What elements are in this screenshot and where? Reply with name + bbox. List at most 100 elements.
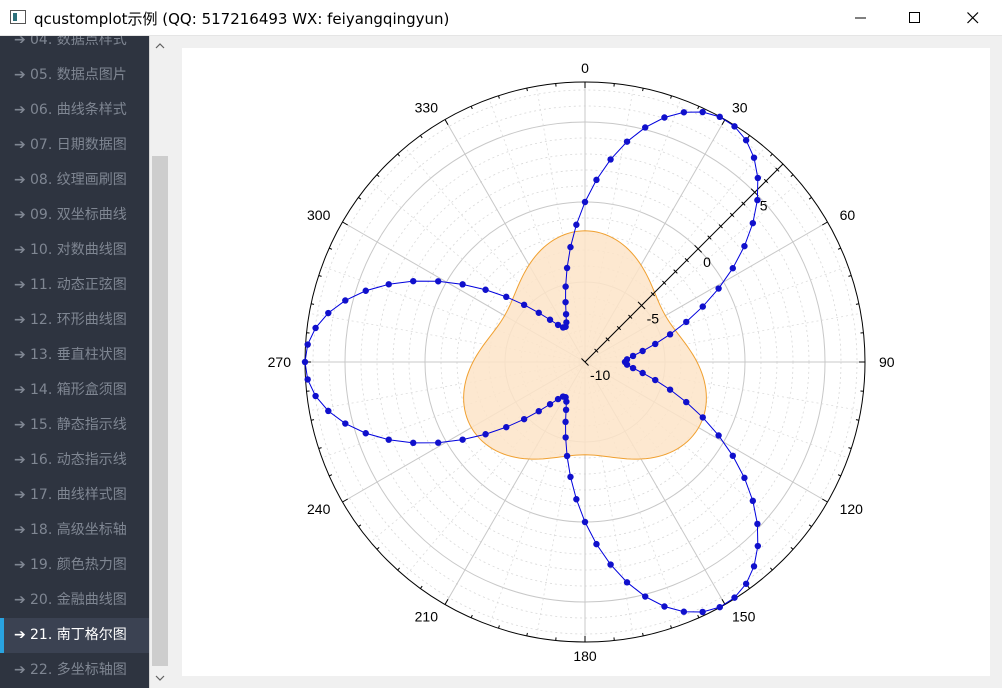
sidebar-item[interactable]: ➔ 19. 颜色热力图: [0, 548, 149, 583]
data-point: [312, 392, 319, 400]
angular-tick-label: 0: [581, 60, 589, 76]
data-point: [562, 418, 569, 426]
radial-tick: [616, 325, 622, 331]
data-point: [554, 395, 562, 403]
data-point: [699, 414, 706, 421]
plot-area[interactable]: 0 30 60 90 120 150 180 210 240 270 300 330 -10 -5 0 5: [182, 48, 990, 676]
sidebar-item[interactable]: ➔ 05. 数据点图片: [0, 58, 149, 93]
angular-tick: [420, 585, 423, 589]
angular-tick: [848, 447, 852, 450]
sidebar-item[interactable]: ➔ 20. 金融曲线图: [0, 583, 149, 618]
sidebar-list: ➔ 04. 数据点样式 ➔ 05. 数据点图片 ➔ 06. 曲线条样式 ➔ 07. 日期数据图…: [0, 36, 149, 688]
sidebar-item-label: 12. 环形曲线图: [30, 312, 127, 328]
data-point: [741, 242, 748, 250]
data-point: [680, 109, 688, 116]
angular-tick: [397, 153, 401, 157]
scroll-up-button[interactable]: [150, 36, 170, 56]
angular-tick: [526, 632, 528, 636]
radial-tick-label: 0: [703, 254, 711, 270]
angular-tick: [837, 247, 841, 250]
data-point: [716, 113, 723, 121]
data-point: [666, 331, 674, 338]
angular-tick: [769, 153, 773, 157]
angular-tick: [855, 419, 859, 421]
sidebar-item[interactable]: ➔ 09. 双坐标曲线: [0, 198, 149, 233]
sidebar-item[interactable]: ➔ 06. 曲线条样式: [0, 93, 149, 128]
sidebar-item-label: 21. 南丁格尔图: [30, 627, 127, 643]
title-bar: qcustomplot示例 (QQ: 517216493 WX: feiyang…: [0, 0, 1002, 36]
sidebar-item[interactable]: ➔ 11. 动态正弦图: [0, 268, 149, 303]
sidebar-item-label: 08. 纹理画刷图: [30, 172, 127, 188]
radial-tick: [707, 235, 712, 240]
sidebar-item-label: 17. 曲线样式图: [30, 487, 127, 503]
sidebar-item[interactable]: ➔ 14. 箱形盒须图: [0, 373, 149, 408]
angular-tick: [311, 419, 315, 421]
data-point: [546, 316, 554, 323]
sidebar-item[interactable]: ➔ 18. 高级坐标轴: [0, 513, 149, 548]
sidebar-item-label: 05. 数据点图片: [30, 67, 127, 83]
sidebar-item-label: 18. 高级坐标轴: [30, 522, 127, 538]
data-point: [482, 431, 489, 438]
sidebar-scrollbar[interactable]: [149, 36, 170, 688]
data-point: [581, 198, 589, 206]
data-point: [683, 398, 690, 406]
radial-tick: [684, 258, 689, 263]
sidebar-item[interactable]: ➔ 10. 对数曲线图: [0, 233, 149, 268]
sidebar-item[interactable]: ➔ 13. 垂直柱状图: [0, 338, 149, 373]
close-button[interactable]: [950, 0, 996, 35]
maximize-button[interactable]: [892, 0, 938, 35]
sidebar-item[interactable]: ➔ 21. 南丁格尔图: [0, 618, 149, 653]
sidebar-item[interactable]: ➔ 12. 环形曲线图: [0, 303, 149, 338]
data-point: [573, 496, 580, 503]
data-point: [301, 358, 309, 366]
radial-tick-label: 5: [760, 197, 768, 213]
arrow-right-icon: ➔: [14, 36, 26, 48]
data-point: [652, 340, 659, 348]
sidebar-item[interactable]: ➔ 22. 多坐标轴图: [0, 653, 149, 688]
sidebar-item[interactable]: ➔ 16. 动态指示线: [0, 443, 149, 478]
data-point: [639, 347, 646, 355]
data-point: [699, 108, 706, 116]
angular-tick: [470, 106, 473, 110]
radial-tick: [637, 301, 646, 310]
angular-tick: [342, 221, 348, 226]
data-point: [563, 452, 571, 460]
data-point: [607, 156, 614, 163]
data-point: [731, 594, 738, 601]
arrow-right-icon: ➔: [14, 312, 26, 328]
arrow-right-icon: ➔: [14, 557, 26, 573]
data-point: [535, 309, 542, 316]
sidebar-item[interactable]: ➔ 17. 曲线样式图: [0, 478, 149, 513]
data-point: [683, 318, 690, 326]
data-point: [749, 219, 757, 227]
angular-tick: [358, 524, 362, 527]
sidebar-item[interactable]: ➔ 04. 数据点样式: [0, 36, 149, 58]
data-point: [715, 285, 722, 292]
data-point: [666, 386, 674, 393]
angular-tick: [497, 625, 500, 629]
sidebar-item[interactable]: ➔ 08. 纹理画刷图: [0, 163, 149, 198]
sidebar-item[interactable]: ➔ 07. 日期数据图: [0, 128, 149, 163]
data-point: [385, 281, 392, 288]
angular-tick: [697, 106, 700, 110]
arrow-right-icon: ➔: [14, 417, 26, 433]
angular-tick-label: 120: [840, 501, 864, 517]
data-point: [410, 439, 417, 447]
arrow-right-icon: ➔: [14, 522, 26, 538]
angular-tick: [329, 474, 333, 477]
radial-axis-line: [584, 163, 784, 363]
sidebar-item-label: 10. 对数曲线图: [30, 242, 127, 258]
angular-tick-label: 90: [879, 354, 895, 370]
data-point: [639, 369, 646, 377]
data-point: [741, 474, 748, 482]
scroll-down-button[interactable]: [150, 668, 170, 688]
sidebar-item[interactable]: ➔ 15. 静态指示线: [0, 408, 149, 443]
arrow-right-icon: ➔: [14, 382, 26, 398]
angular-tick: [342, 498, 348, 503]
data-point: [563, 264, 571, 272]
scroll-thumb[interactable]: [152, 156, 168, 666]
minimize-button[interactable]: [838, 0, 884, 35]
data-point: [731, 123, 738, 130]
data-point: [699, 608, 706, 616]
maximize-icon: [909, 11, 920, 23]
